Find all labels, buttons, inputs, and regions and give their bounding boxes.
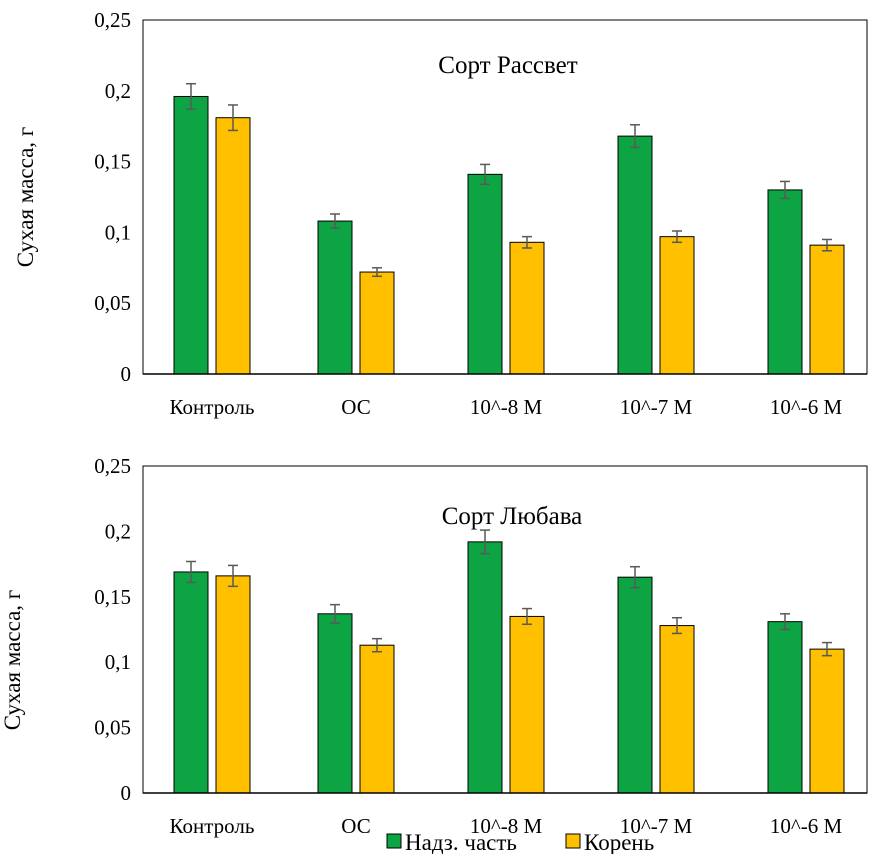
error-bar: [822, 641, 832, 657]
error-bar: [822, 238, 832, 252]
x-tick-labels: Контроль ОС 10^-8 М 10^-7 М 10^-6 М: [170, 395, 843, 419]
y-tick-labels: 0 0,05 0,1 0,15 0,2 0,25: [94, 454, 131, 805]
bar-root: [215, 117, 251, 375]
x-tick-label: 10^-6 М: [770, 814, 843, 838]
bars: [173, 529, 845, 794]
legend-label-shoot: Надз. часть: [405, 830, 517, 854]
bar-shoot: [173, 571, 209, 794]
bar-shoot: [767, 621, 803, 794]
bar-shoot: [317, 220, 353, 375]
y-tick-label: 0,25: [94, 454, 131, 478]
bar-shoot: [467, 541, 503, 794]
bar-shoot: [467, 173, 503, 375]
y-tick-label: 0,15: [94, 150, 131, 174]
x-tick-label: 10^-7 М: [620, 814, 693, 838]
error-bar: [228, 104, 238, 132]
bar-shoot: [317, 613, 353, 794]
y-tick-label: 0,1: [105, 220, 131, 244]
x-tick-label: 10^-6 М: [770, 395, 843, 419]
bar-root: [659, 236, 695, 375]
error-bar: [522, 607, 532, 626]
x-tick-label: 10^-8 М: [470, 814, 543, 838]
y-tick-label: 0,25: [94, 8, 131, 32]
y-axis-label: Сухая масса, г: [0, 590, 25, 730]
error-bar: [630, 565, 640, 589]
error-bar: [672, 616, 682, 635]
legend-swatch-shoot: [386, 833, 402, 849]
bar-root: [659, 625, 695, 794]
chart-title: Сорт Рассвет: [438, 52, 577, 79]
chart-title: Сорт Любава: [442, 503, 583, 530]
bar-root: [509, 615, 545, 794]
error-bar: [522, 235, 532, 249]
error-bar: [330, 213, 340, 229]
error-bar: [480, 163, 490, 186]
y-axis-label: Сухая масса, г: [13, 127, 38, 267]
y-tick-label: 0: [121, 362, 132, 386]
bar-shoot: [617, 576, 653, 794]
error-bar: [228, 564, 238, 588]
x-tick-label: 10^-8 М: [470, 395, 543, 419]
legend-label-root: Корень: [584, 830, 654, 854]
error-bar: [186, 560, 196, 584]
x-tick-label: Контроль: [170, 395, 255, 419]
x-tick-label: ОС: [341, 395, 370, 419]
bar-shoot: [767, 189, 803, 375]
y-tick-label: 0,2: [105, 79, 131, 103]
error-bar: [672, 230, 682, 244]
error-bar: [372, 267, 382, 278]
error-bar: [186, 82, 196, 110]
x-tick-labels: Контроль ОС 10^-8 М 10^-7 М 10^-6 М: [170, 814, 843, 838]
error-bar: [330, 603, 340, 624]
y-tick-label: 0,15: [94, 585, 131, 609]
bar-root: [359, 644, 395, 794]
y-tick-label: 0,2: [105, 519, 131, 543]
y-tick-labels: 0 0,05 0,1 0,15 0,2 0,25: [94, 8, 131, 386]
x-tick-label: Контроль: [170, 814, 255, 838]
error-bar: [780, 613, 790, 631]
y-tick-label: 0,1: [105, 650, 131, 674]
bar-shoot: [173, 95, 209, 375]
chart-panel-rassvet: Сорт Рассвет Сухая масса, г 0 0,05 0,1 0,15…: [13, 8, 868, 419]
y-tick-label: 0,05: [94, 291, 131, 315]
y-tick-label: 0,05: [94, 716, 131, 740]
error-bar: [372, 637, 382, 653]
error-bar: [480, 529, 490, 555]
error-bar: [780, 180, 790, 200]
bar-root: [809, 244, 845, 375]
chart-panel-lyubava: Сорт Любава Сухая масса, г 00,050,10,150…: [0, 454, 868, 838]
bar-root: [215, 575, 251, 794]
x-tick-label: 10^-7 М: [620, 395, 693, 419]
x-tick-label: ОС: [341, 814, 370, 838]
bar-shoot: [617, 135, 653, 375]
bar-root: [809, 648, 845, 794]
y-tick-label: 0: [121, 781, 132, 805]
legend-swatch-root: [565, 833, 581, 849]
bars: [173, 82, 845, 375]
bar-root: [509, 241, 545, 375]
bar-root: [359, 271, 395, 375]
legend: Надз. часть Корень: [386, 830, 654, 854]
error-bar: [630, 124, 640, 149]
